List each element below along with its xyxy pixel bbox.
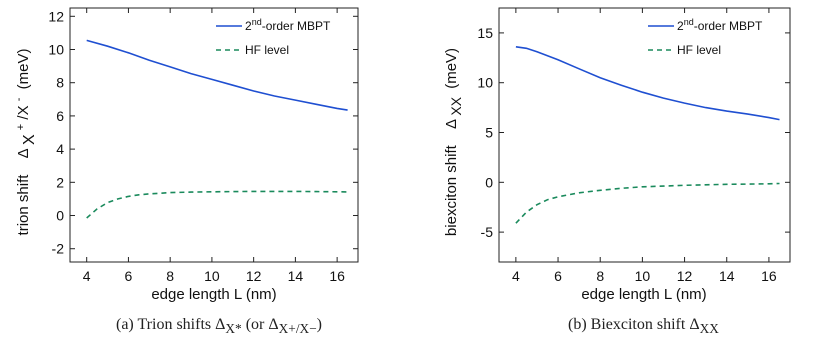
y-tick-label: 8 [56, 75, 64, 91]
caption-a-sub2: X+/X− [278, 321, 317, 337]
x-tick-label: 12 [246, 268, 262, 284]
legend-label: HF level [245, 43, 289, 57]
plot-frame [498, 7, 791, 263]
y-tick-label: 6 [56, 108, 64, 124]
y-tick-label: 10 [477, 75, 493, 91]
y-axis-prefix: trion shift [15, 174, 32, 236]
y-axis-sup-b: - [13, 97, 25, 101]
x-axis-title-a: edge length L (nm) [151, 286, 276, 303]
x-tick-label: 6 [125, 268, 133, 284]
y-tick-label: 2 [56, 174, 64, 190]
x-tick-label: 14 [288, 268, 304, 284]
y-tick-label: 12 [48, 8, 64, 24]
caption-a-suffix: ) [316, 316, 322, 333]
panel-a: trion shift Δ X + /X - (meV) edge length… [0, 0, 400, 342]
y-tick-label: -5 [481, 224, 494, 240]
x-tick-label: 12 [677, 268, 693, 284]
y-tick-label: 4 [56, 141, 64, 157]
caption-a: (a) Trion shifts ΔX* (or ΔX+/X−) [116, 316, 322, 337]
svg-text:trion shift Δ: trion shift Δ X + /X - (meV) [9, 49, 38, 236]
y-axis-sub-a: X [21, 134, 38, 145]
caption-a-mid: (or Δ [241, 316, 279, 333]
series-line-mbpt [86, 39, 348, 111]
y-axis-title-a: trion shift Δ X + /X - (meV) [9, 49, 38, 236]
y-tick-label: 15 [477, 25, 493, 41]
y-tick-label: 10 [48, 42, 64, 58]
y-axis-unit: (meV) [443, 48, 460, 89]
y-axis-sup-a: + [15, 124, 27, 130]
x-axis-title-b: edge length L (nm) [581, 286, 706, 303]
y-axis-sub-a: XX [448, 96, 464, 115]
svg-text:biexciton shift Δ: biexciton shift Δ XX (meV) [443, 48, 465, 236]
panel-b: biexciton shift Δ XX (meV) edge length L… [412, 0, 823, 342]
chart-a: trion shift Δ X + /X - (meV) edge length… [9, 7, 359, 303]
x-tick-label: 10 [204, 268, 220, 284]
y-tick-label: 0 [485, 174, 493, 190]
legend-label: 2nd-order MBPT [245, 17, 331, 33]
y-axis-delta: Δ [443, 119, 460, 129]
legend-label: 2nd-order MBPT [677, 17, 763, 33]
y-tick-label: 5 [485, 125, 493, 141]
y-axis-unit: (meV) [15, 49, 32, 90]
caption-b: (b) Biexciton shift ΔXX [568, 316, 719, 337]
x-tick-label: 6 [554, 268, 562, 284]
plot-frame [69, 7, 359, 263]
series-line-hf [86, 190, 348, 219]
x-tick-label: 8 [166, 268, 174, 284]
series-line-hf [515, 182, 780, 224]
legend-label: HF level [677, 43, 721, 57]
caption-a-sub1: X* [225, 321, 242, 337]
x-tick-label: 8 [596, 268, 604, 284]
x-tick-label: 16 [329, 268, 345, 284]
x-tick-label: 4 [512, 268, 520, 284]
y-tick-label: -2 [52, 241, 65, 257]
y-axis-title-b: biexciton shift Δ XX (meV) [443, 48, 465, 236]
y-axis-delta: Δ [15, 148, 32, 158]
x-tick-label: 16 [761, 268, 777, 284]
x-tick-label: 10 [635, 268, 651, 284]
y-axis-prefix: biexciton shift [443, 144, 460, 236]
caption-b-prefix: (b) Biexciton shift Δ [568, 316, 700, 333]
x-tick-label: 4 [83, 268, 91, 284]
y-axis-slash: /X [15, 105, 32, 119]
caption-a-prefix: (a) Trion shifts Δ [116, 316, 226, 333]
x-tick-label: 14 [719, 268, 735, 284]
chart-b: biexciton shift Δ XX (meV) edge length L… [443, 7, 791, 303]
y-tick-label: 0 [56, 208, 64, 224]
series-line-mbpt [515, 46, 780, 121]
caption-b-sub1: XX [699, 321, 719, 337]
